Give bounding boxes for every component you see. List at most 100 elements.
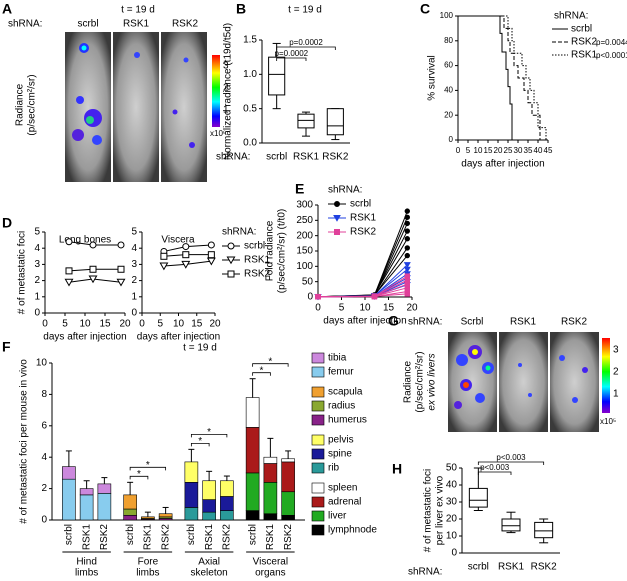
y-tick-label: 40: [446, 480, 458, 491]
marker: [371, 293, 378, 300]
legend-label: scrbl: [571, 24, 592, 35]
marker: [117, 265, 125, 273]
bar-segment: [263, 513, 278, 521]
panel-letter: B: [236, 1, 246, 17]
y-tick-label: 0: [307, 292, 313, 303]
legend-label: humerus: [328, 415, 367, 426]
colorbar-tick-label: 1: [613, 389, 619, 400]
legend-label: femur: [328, 367, 354, 378]
bar-segment: [220, 480, 234, 497]
bar-segment: [263, 482, 278, 515]
x-tick-label: RSK1: [143, 524, 154, 551]
legend-swatch: [311, 366, 325, 378]
bar-segment: [97, 483, 112, 494]
prefix: shRNA:: [8, 19, 42, 30]
colorbar-tick-label: 2: [613, 367, 619, 378]
panel-letter: D: [2, 215, 12, 231]
panel-letter: G: [388, 313, 399, 329]
liver-image: [550, 332, 599, 432]
y-tick-label: 1.5: [243, 35, 257, 46]
x-tick-label: 25: [504, 146, 513, 155]
legend-swatch: [311, 482, 325, 494]
chart-title: Long bones: [59, 235, 111, 246]
significance-bracket: [477, 461, 545, 465]
y-tick-label: 4: [41, 452, 47, 463]
x-tick-label: 10: [79, 319, 91, 330]
bar-segment: [97, 493, 112, 521]
panel-letter: C: [420, 1, 430, 17]
marker: [404, 252, 410, 259]
image-label: Scrbl: [461, 317, 484, 328]
x-tick-label: 15: [383, 303, 395, 314]
y-tick-label: 6: [41, 420, 47, 431]
x-tick-label: RSK2: [160, 524, 171, 551]
panel-letter: A: [2, 1, 12, 17]
y-tick-label: 2: [41, 483, 47, 494]
bar-segment: [263, 456, 278, 464]
chart-title: t = 19 d: [183, 343, 217, 354]
significance-bracket: [276, 57, 307, 61]
significance-label: *: [146, 460, 150, 471]
x-tick-label: 10: [474, 146, 483, 155]
y-tick-label: 5: [34, 227, 40, 238]
x-tick-label: 15: [484, 146, 493, 155]
bar-segment: [123, 494, 137, 510]
panel-letter: H: [392, 461, 402, 477]
bar-segment: [62, 478, 76, 521]
x-tick-label: 20: [494, 146, 503, 155]
legend-label: scrbl: [350, 199, 371, 210]
x-tick-label: 15: [191, 319, 203, 330]
legend-title: shRNA:: [222, 227, 256, 238]
y-tick-label: 60: [444, 61, 453, 70]
y-tick-label: 0: [451, 548, 457, 559]
x-axis-label: days after injection: [323, 316, 406, 327]
y-tick-label: 1: [131, 291, 137, 302]
marker: [182, 251, 190, 259]
marker: [117, 241, 125, 249]
x-tick-label: 15: [99, 319, 111, 330]
bar-segment: [281, 514, 295, 521]
marker: [404, 228, 410, 234]
marker: [403, 262, 411, 269]
y-tick-label: 3: [34, 259, 40, 270]
colorbar-unit: x10⁶: [210, 129, 226, 138]
y-tick-label: 50: [302, 276, 314, 287]
y-tick-label: 10: [36, 358, 48, 369]
colorbar-tick-label: 3: [223, 61, 229, 72]
x-tick-label: scrbl: [64, 524, 75, 545]
legend-marker: [334, 201, 340, 207]
x-tick-label: 30: [514, 146, 523, 155]
x-tick-label: 10: [359, 303, 371, 314]
x-tick-label: RSK2: [222, 524, 233, 551]
mouse-image: [65, 32, 111, 182]
legend-label: rib: [328, 463, 340, 474]
y-tick-label: 4: [131, 243, 137, 254]
marker: [404, 214, 410, 220]
legend-swatch: [311, 386, 325, 398]
colorbar-unit: x10⁵: [600, 417, 616, 426]
x-tick-label: 10: [173, 319, 185, 330]
colorbar: [602, 338, 610, 413]
marker: [315, 293, 321, 300]
legend-label: pelvis: [328, 435, 354, 446]
x-tick-label: 0: [42, 319, 48, 330]
marker: [64, 278, 74, 287]
bar-segment: [62, 466, 76, 480]
legend-label: radius: [328, 401, 355, 412]
y-tick-label: 0: [449, 135, 454, 144]
legend-marker: [227, 270, 235, 278]
bar-segment: [79, 488, 94, 496]
bar-segment: [184, 461, 199, 483]
x-tick-label: RSK1: [81, 524, 92, 551]
legend-marker: [334, 229, 340, 235]
x-tick-label: 5: [466, 146, 471, 155]
significance-label: *: [207, 427, 211, 438]
x-tick-label: 5: [339, 303, 345, 314]
signal-blobs: [454, 345, 588, 409]
marker: [116, 278, 126, 287]
x-axis-label: days after injection: [461, 159, 544, 170]
y-axis-label: Radiance: [403, 360, 414, 403]
box: [534, 521, 554, 539]
group-label: Fore: [138, 557, 159, 568]
legend-swatch: [311, 400, 325, 412]
